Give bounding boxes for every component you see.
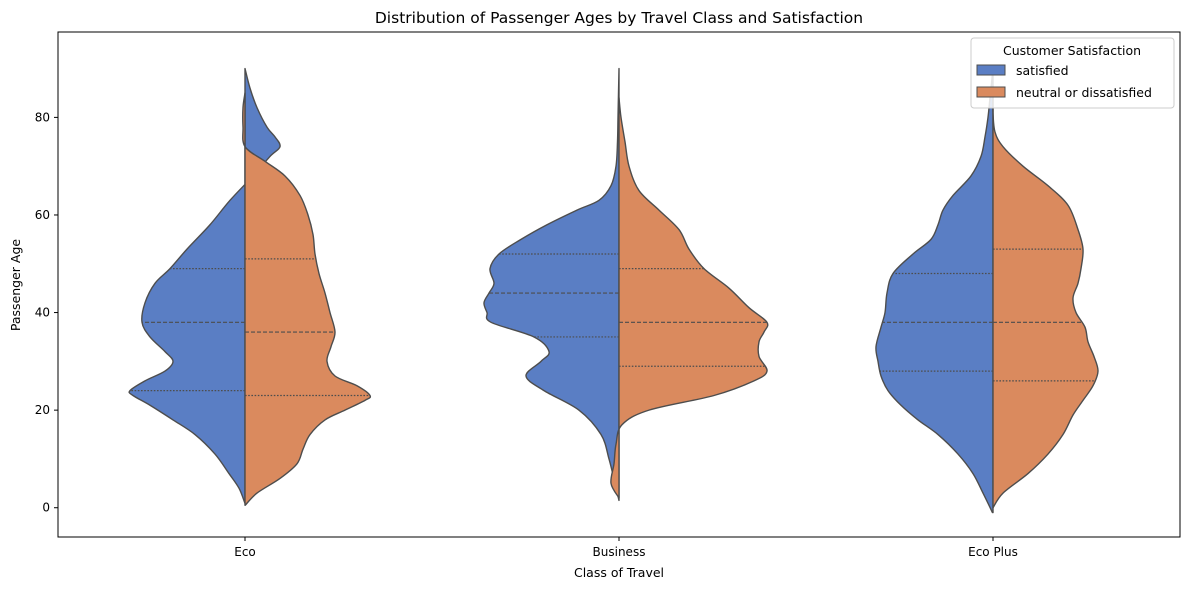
legend-swatch-neutral-or-dissatisfied [976,86,1006,98]
legend-label-satisfied: satisfied [1016,63,1069,78]
legend-title: Customer Satisfaction [1003,43,1141,58]
x-tick-label-eco: Eco [234,545,256,559]
violin-satisfied-eco [128,67,281,504]
x-axis: Eco Business Eco Plus [234,537,1018,559]
legend: Customer Satisfaction satisfied neutral … [970,37,1175,109]
violins-layer [128,67,1099,514]
violin-satisfied-business [483,67,620,502]
y-axis-label: Passenger Age [8,239,23,331]
y-tick-label: 0 [42,501,50,515]
violin-neutral-or-dissatisfied-eco-plus [992,92,1099,509]
legend-swatch-satisfied [976,64,1006,76]
x-tick-label-eco-plus: Eco Plus [968,545,1018,559]
violin-satisfied-eco-plus [875,67,994,514]
violin-neutral-or-dissatisfied-eco [242,92,372,506]
x-tick-label-business: Business [593,545,646,559]
y-tick-label: 20 [35,403,50,417]
y-axis: 0 20 40 60 80 [35,110,58,515]
y-tick-label: 80 [35,110,50,124]
chart-title: Distribution of Passenger Ages by Travel… [375,9,863,27]
y-tick-label: 60 [35,208,50,222]
legend-label-neutral-or-dissatisfied: neutral or dissatisfied [1016,85,1152,100]
plot-frame [57,31,1181,538]
violin-neutral-or-dissatisfied-business [610,97,769,499]
x-axis-label: Class of Travel [574,565,664,580]
legend-box [970,37,1175,109]
y-tick-label: 40 [35,306,50,320]
